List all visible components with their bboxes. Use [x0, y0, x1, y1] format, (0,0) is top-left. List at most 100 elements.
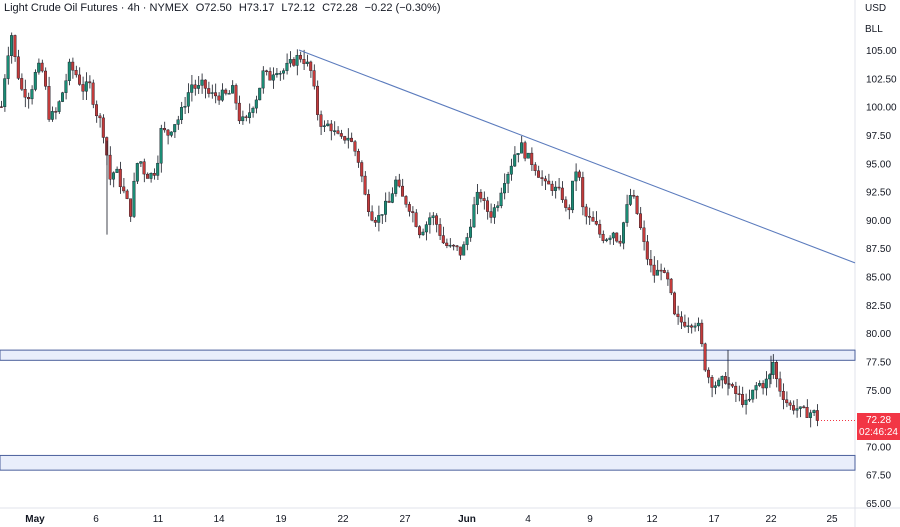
y-tick-label: 95.00	[866, 159, 891, 170]
candle-down	[645, 241, 649, 260]
y-tick-label: 102.50	[866, 74, 897, 85]
candle-up	[295, 55, 299, 66]
candle-down	[479, 191, 483, 199]
y-tick-label: 75.00	[866, 386, 891, 397]
candle-down	[673, 292, 677, 315]
candle-up	[288, 59, 292, 64]
candle-up	[506, 174, 510, 184]
candle-down	[224, 89, 228, 94]
symbol-title[interactable]: Light Crude Oil Futures · 4h · NYMEX	[4, 2, 189, 14]
candle-down	[91, 82, 95, 105]
candle-down	[309, 61, 313, 71]
candle-up	[305, 61, 309, 64]
candle-down	[547, 180, 551, 185]
candle-down	[455, 245, 459, 248]
candle-down	[77, 74, 81, 85]
x-tick-label: 22	[337, 514, 349, 525]
candle-down	[445, 242, 449, 246]
candle-up	[61, 92, 65, 102]
candle-down	[302, 59, 306, 64]
candle-down	[101, 117, 105, 138]
chart-header: Light Crude Oil Futures · 4h · NYMEX O72…	[4, 2, 445, 14]
candle-up	[50, 111, 54, 120]
candle-down	[598, 224, 602, 235]
candle-down	[761, 383, 765, 389]
candle-up	[156, 162, 160, 176]
candle-down	[193, 84, 197, 89]
candle-down	[775, 362, 779, 380]
candle-up	[6, 55, 10, 79]
candle-up	[492, 207, 496, 218]
candle-up	[326, 123, 330, 126]
y-tick-label: 85.00	[866, 273, 891, 284]
candle-down	[632, 195, 636, 197]
candle-up	[431, 215, 435, 218]
candle-down	[118, 168, 122, 188]
candle-down	[792, 405, 796, 411]
candle-down	[94, 104, 98, 117]
y-tick-label: 70.00	[866, 442, 891, 453]
candle-down	[815, 410, 819, 421]
candle-up	[57, 101, 61, 112]
x-tick-label: May	[25, 514, 45, 525]
candle-up	[230, 85, 234, 94]
candle-down	[577, 171, 581, 178]
candle-down	[404, 196, 408, 205]
candle-down	[601, 233, 605, 241]
candle-down	[397, 179, 401, 187]
candle-down	[350, 137, 354, 142]
y-tick-label: 105.00	[866, 46, 897, 57]
candle-down	[47, 86, 51, 120]
candle-down	[802, 406, 806, 408]
candle-down	[486, 200, 490, 212]
y-tick-label: 97.50	[866, 131, 891, 142]
y-tick-label: 65.00	[866, 499, 891, 510]
candle-up	[30, 89, 34, 100]
candle-down	[16, 56, 20, 79]
x-tick-label: 12	[646, 514, 658, 525]
candle-up	[333, 130, 337, 132]
candle-down	[44, 70, 48, 87]
y-tick-label: 100.00	[866, 103, 897, 114]
candle-down	[27, 97, 31, 100]
candle-down	[734, 385, 738, 394]
candle-up	[421, 231, 425, 236]
candle-down	[142, 161, 146, 175]
y-tick-label: 82.50	[866, 301, 891, 312]
candle-down	[339, 133, 343, 137]
x-tick-label: 19	[275, 514, 287, 525]
candle-down	[669, 278, 673, 294]
unit-label[interactable]: BLL	[865, 24, 883, 35]
candle-down	[370, 211, 374, 221]
candle-down	[785, 399, 789, 404]
x-tick-label: 14	[213, 514, 225, 525]
candle-up	[169, 131, 173, 136]
y-tick-label: 92.50	[866, 188, 891, 199]
candle-up	[713, 385, 717, 388]
candle-down	[336, 130, 340, 134]
candle-up	[394, 179, 398, 194]
candle-down	[741, 394, 745, 405]
candle-up	[686, 325, 690, 327]
candle-up	[462, 244, 466, 256]
candle-down	[81, 84, 85, 92]
candle-up	[282, 70, 286, 74]
currency-label[interactable]: USD	[865, 3, 887, 14]
candle-up	[149, 173, 153, 179]
candle-down	[805, 407, 809, 418]
y-tick-label: 87.50	[866, 244, 891, 255]
candle-up	[611, 232, 615, 239]
y-tick-label: 77.50	[866, 357, 891, 368]
candle-down	[292, 59, 296, 66]
candle-down	[13, 35, 17, 57]
candle-up	[377, 215, 381, 223]
y-tick-label: 90.00	[866, 216, 891, 227]
ohlc-high: H73.17	[238, 2, 275, 14]
candle-down	[564, 199, 568, 208]
candle-down	[724, 376, 728, 384]
candle-up	[64, 80, 68, 93]
candle-down	[125, 190, 129, 199]
candle-down	[482, 198, 486, 201]
candle-down	[690, 325, 694, 328]
